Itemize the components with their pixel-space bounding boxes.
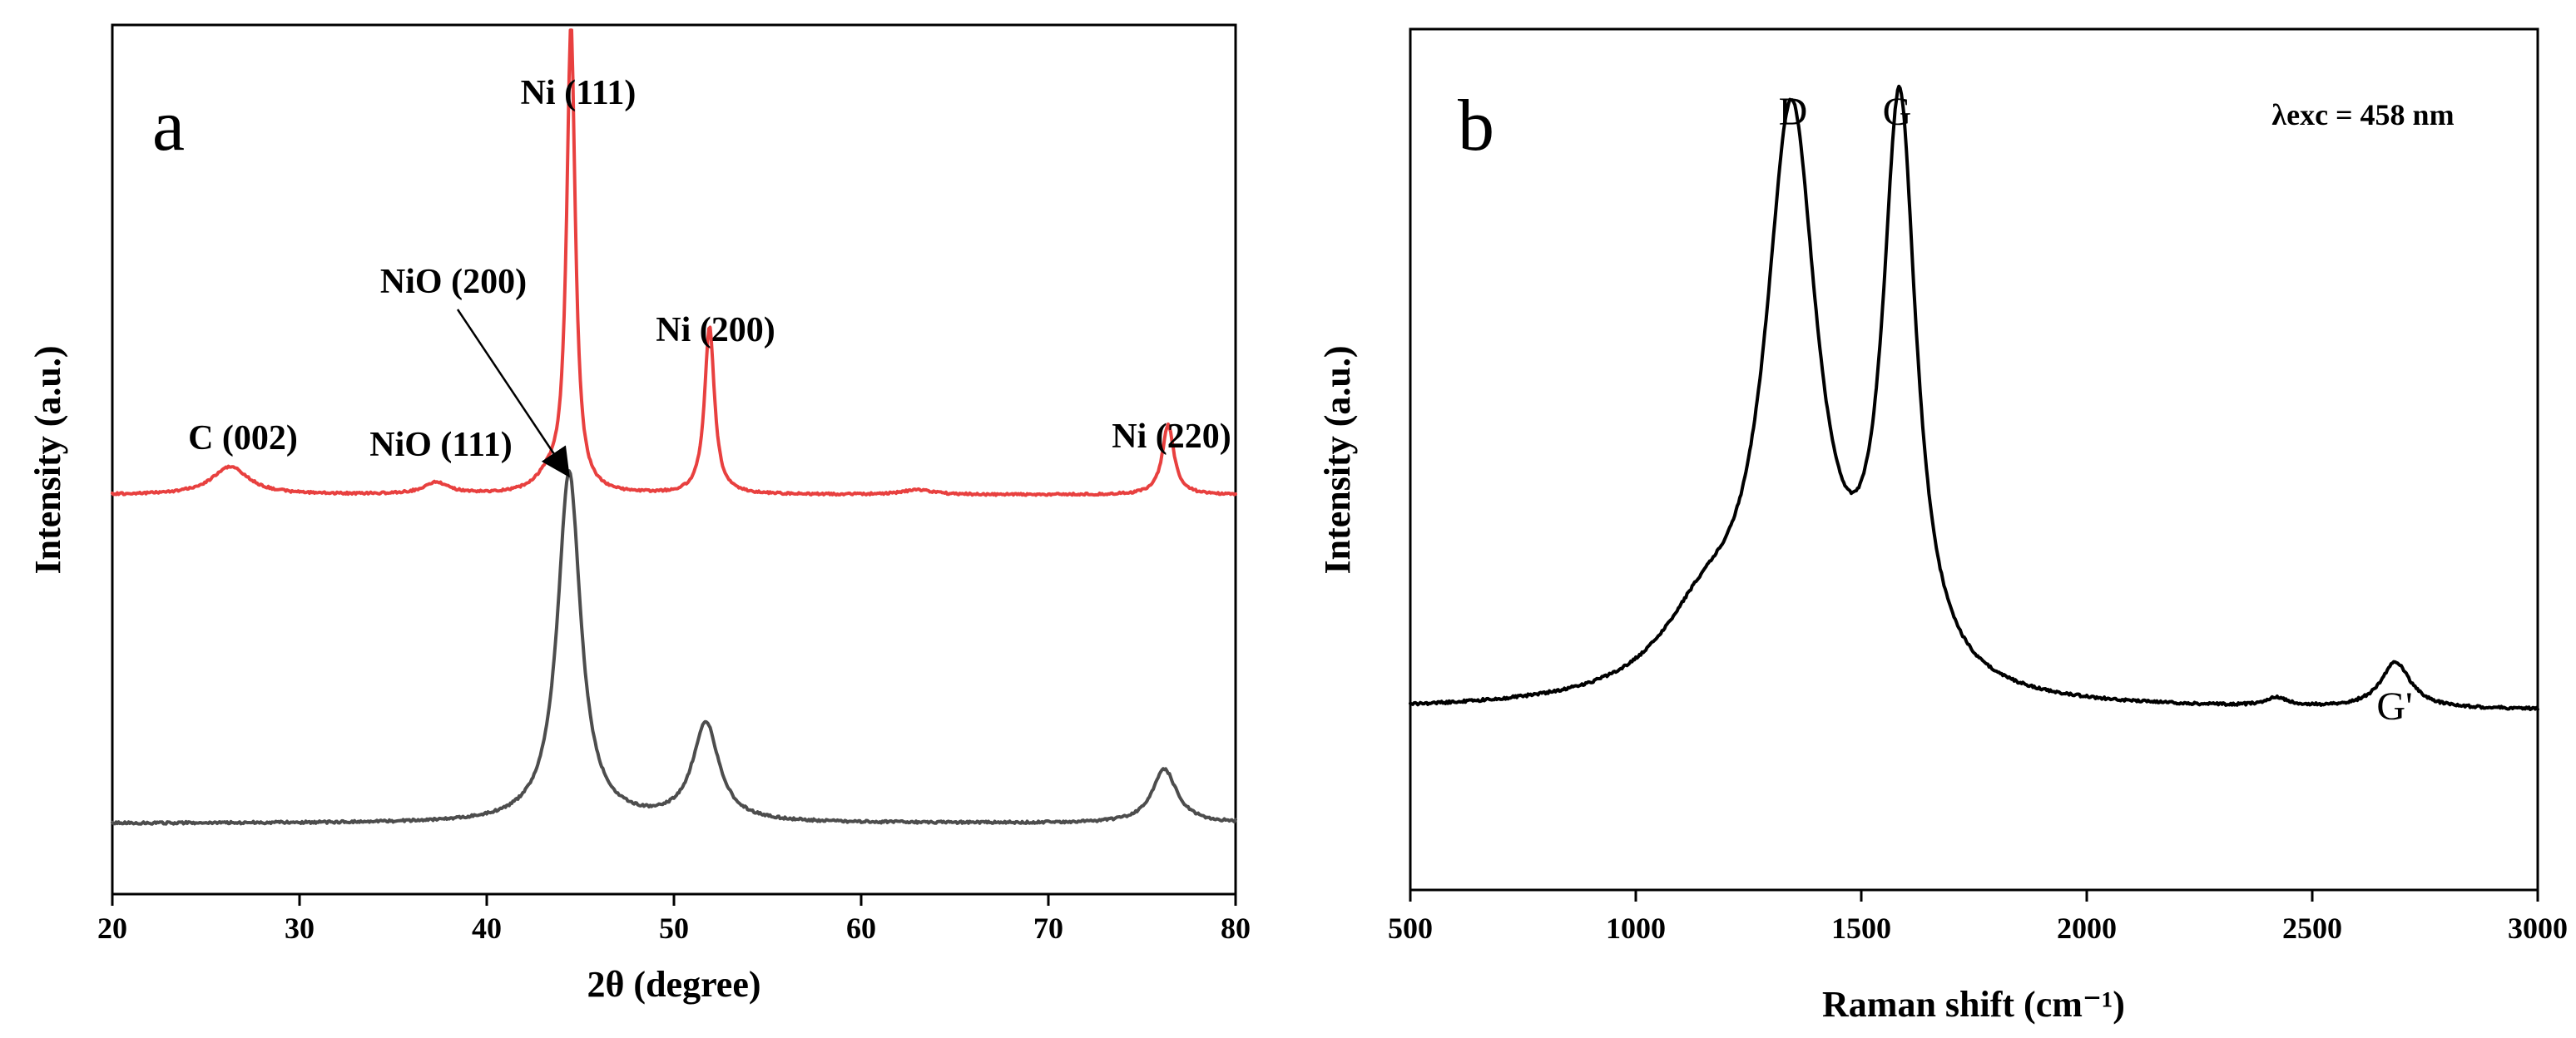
x-tick-label: 30	[285, 912, 315, 945]
x-tick-label: 70	[1033, 912, 1063, 945]
annotation-ni-220: Ni (220)	[1112, 418, 1231, 456]
annotation-ni-111: Ni (111)	[521, 74, 637, 112]
panel-a-y-axis-title: Intensity (a.u.)	[27, 345, 68, 574]
annotation-c-002: C (002)	[188, 419, 298, 457]
panel-b-series-raman	[1409, 84, 2539, 711]
annotation-d: D	[1779, 90, 1808, 134]
panel-b-x-ticks: 500 1000 1500 2000 2500 3000	[1388, 890, 2568, 945]
panel-a-letter: a	[152, 86, 185, 166]
x-tick-label: 80	[1221, 912, 1251, 945]
x-tick-label: 1000	[1606, 912, 1666, 945]
panel-b-letter: b	[1458, 86, 1494, 166]
annotation-nio-200: NiO (200)	[380, 263, 527, 301]
x-tick-label: 20	[97, 912, 127, 945]
panel-a-x-axis-title: 2θ (degree)	[587, 964, 760, 1005]
x-tick-label: 50	[659, 912, 689, 945]
panel-a: 20 30 40 50 60 70 80 a Ni (111) NiO (200) Ni (…	[27, 23, 1251, 1005]
panel-a-frame	[111, 23, 1237, 896]
x-tick-label: 2500	[2282, 912, 2342, 945]
x-tick-label: 2000	[2057, 912, 2117, 945]
x-tick-label: 3000	[2508, 912, 2568, 945]
panel-a-series-gray	[111, 469, 1237, 826]
panel-a-series-red	[111, 28, 1237, 497]
panel-a-x-ticks: 20 30 40 50 60 70 80	[97, 894, 1251, 945]
annotation-nio-200-arrow	[456, 309, 570, 478]
panel-b-y-axis-title: Intensity (a.u.)	[1317, 345, 1358, 574]
panel-b-x-axis-title: Raman shift (cm⁻¹)	[1822, 984, 2125, 1025]
panel-b-frame	[1409, 27, 2539, 892]
annotation-g-prime: G'	[2376, 685, 2412, 729]
annotation-nio-111: NiO (111)	[369, 426, 513, 464]
excitation-wavelength-note: λexc = 458 nm	[2271, 98, 2454, 131]
x-tick-label: 60	[846, 912, 876, 945]
panel-b: 500 1000 1500 2000 2500 3000 b D G G' λexc = …	[1317, 27, 2568, 1025]
x-tick-label: 40	[472, 912, 502, 945]
x-tick-label: 500	[1388, 912, 1433, 945]
annotation-ni-200: Ni (200)	[656, 311, 775, 349]
x-tick-label: 1500	[1831, 912, 1891, 945]
annotation-g: G	[1883, 90, 1912, 134]
